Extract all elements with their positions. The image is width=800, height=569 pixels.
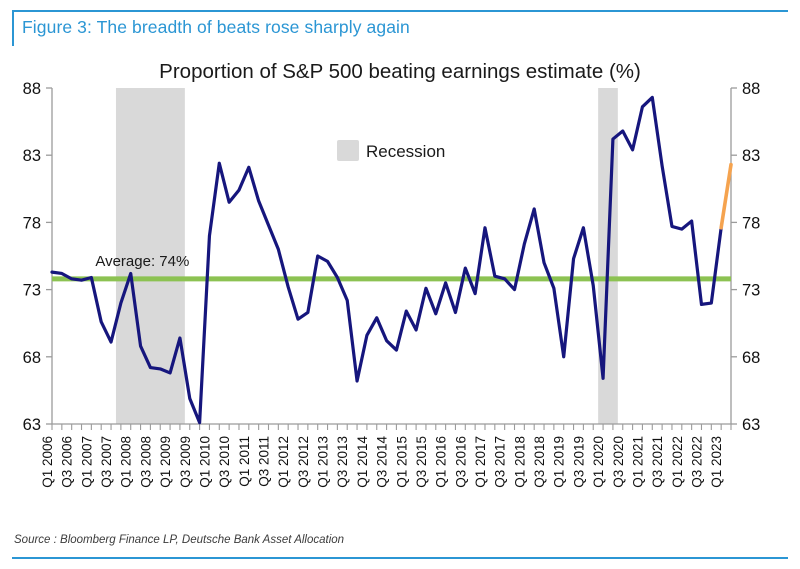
chart-title: Proportion of S&P 500 beating earnings e… <box>159 60 641 83</box>
svg-text:Q3 2007: Q3 2007 <box>99 436 114 488</box>
y-axis-labels-right: 63 68 73 78 83 88 <box>731 80 760 434</box>
svg-text:78: 78 <box>742 214 760 232</box>
svg-text:63: 63 <box>23 416 41 434</box>
chart-plot: 63 68 73 78 83 88 63 68 73 78 83 88 Q1 2006 Q3 2006… <box>23 80 761 488</box>
svg-text:Q3 2008: Q3 2008 <box>138 436 153 488</box>
svg-text:73: 73 <box>742 282 760 300</box>
svg-text:Q1 2017: Q1 2017 <box>473 436 488 488</box>
svg-text:Q1 2022: Q1 2022 <box>670 436 685 488</box>
svg-text:Q3 2011: Q3 2011 <box>256 436 271 487</box>
svg-text:Q1 2023: Q1 2023 <box>709 436 724 488</box>
data-series <box>50 95 733 425</box>
svg-text:Q3 2017: Q3 2017 <box>493 436 508 488</box>
svg-text:Q1 2007: Q1 2007 <box>79 436 94 488</box>
svg-text:Q3 2006: Q3 2006 <box>60 436 75 488</box>
average-annotation: Average: 74% <box>95 253 189 270</box>
svg-text:Q3 2009: Q3 2009 <box>178 436 193 488</box>
svg-text:Q3 2018: Q3 2018 <box>532 436 547 488</box>
svg-text:63: 63 <box>742 416 760 434</box>
svg-text:Q1 2021: Q1 2021 <box>630 436 645 488</box>
svg-text:Q1 2006: Q1 2006 <box>40 436 55 488</box>
svg-text:Q1 2015: Q1 2015 <box>394 436 409 488</box>
svg-text:Q1 2016: Q1 2016 <box>434 436 449 488</box>
svg-text:Q3 2010: Q3 2010 <box>217 436 232 488</box>
svg-text:Q3 2021: Q3 2021 <box>650 436 665 488</box>
y-axis-labels-left: 63 68 73 78 83 88 <box>23 80 52 434</box>
svg-text:Q1 2010: Q1 2010 <box>197 436 212 488</box>
svg-text:Q3 2014: Q3 2014 <box>375 436 390 488</box>
header-band <box>12 10 788 46</box>
legend-swatch-recession <box>337 140 359 161</box>
svg-text:Q1 2018: Q1 2018 <box>512 436 527 488</box>
header-accent-bar <box>12 12 14 46</box>
svg-text:Q3 2016: Q3 2016 <box>453 436 468 488</box>
svg-text:Q3 2013: Q3 2013 <box>335 436 350 488</box>
svg-text:Average: 74%: Average: 74% <box>95 253 189 270</box>
svg-text:Q3 2015: Q3 2015 <box>414 436 429 488</box>
svg-text:Q3 2012: Q3 2012 <box>296 436 311 488</box>
svg-text:Q1 2014: Q1 2014 <box>355 436 370 488</box>
svg-text:68: 68 <box>742 349 760 367</box>
svg-text:Q3 2020: Q3 2020 <box>611 436 626 488</box>
figure-title: Figure 3: The breadth of beats rose shar… <box>22 17 410 37</box>
svg-text:88: 88 <box>742 80 760 98</box>
svg-text:Q1 2020: Q1 2020 <box>591 436 606 488</box>
svg-text:83: 83 <box>742 147 760 165</box>
svg-text:Q1 2012: Q1 2012 <box>276 436 291 488</box>
svg-text:73: 73 <box>23 282 41 300</box>
chart-axes <box>51 88 732 425</box>
chart-legend[interactable]: Recession <box>337 140 445 161</box>
svg-text:Q1 2019: Q1 2019 <box>552 436 567 488</box>
svg-text:Q1 2011: Q1 2011 <box>237 436 252 487</box>
legend-label-recession: Recession <box>366 142 445 161</box>
svg-text:78: 78 <box>23 214 41 232</box>
footer-accent-bar <box>12 557 788 559</box>
x-axis-ticks <box>51 424 732 430</box>
svg-text:83: 83 <box>23 147 41 165</box>
source-note: Source : Bloomberg Finance LP, Deutsche … <box>14 534 345 546</box>
svg-text:Q3 2022: Q3 2022 <box>689 436 704 488</box>
svg-text:Q1 2008: Q1 2008 <box>119 436 134 488</box>
x-axis-labels: Q1 2006 Q3 2006 Q1 2007 Q3 2007 Q1 2008 Q3 20… <box>40 436 724 488</box>
svg-text:68: 68 <box>23 349 41 367</box>
svg-text:Q1 2009: Q1 2009 <box>158 436 173 488</box>
svg-text:Q3 2019: Q3 2019 <box>571 436 586 488</box>
svg-text:88: 88 <box>23 80 41 98</box>
svg-text:Q1 2013: Q1 2013 <box>316 436 331 488</box>
